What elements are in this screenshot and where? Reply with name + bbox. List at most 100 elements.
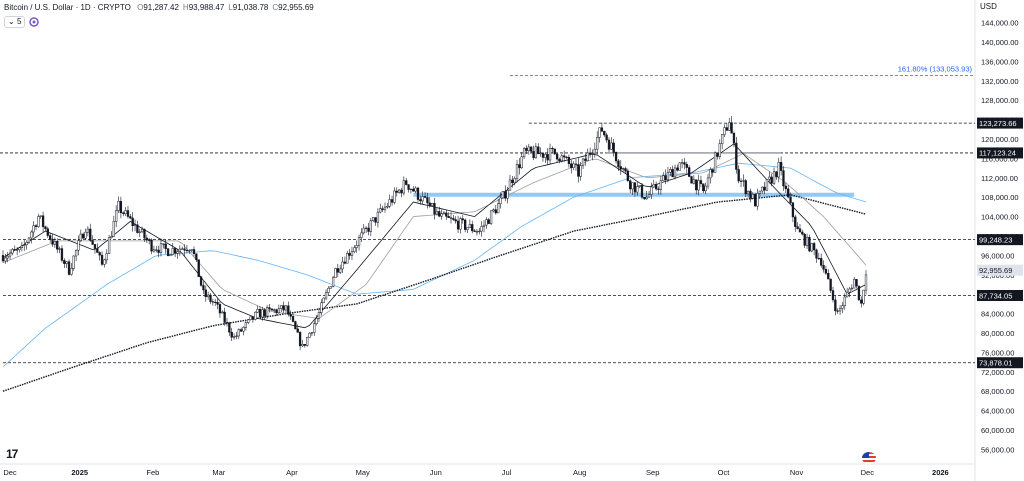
candle-body bbox=[511, 179, 514, 184]
candle-body bbox=[449, 217, 453, 219]
candle-body bbox=[143, 229, 146, 239]
price-level-tag bbox=[977, 117, 1023, 129]
candle-body bbox=[730, 122, 733, 134]
candle-body bbox=[341, 261, 344, 270]
candle-body bbox=[676, 167, 679, 171]
candle-body bbox=[355, 245, 358, 249]
candle-body bbox=[659, 180, 663, 190]
candle-body bbox=[539, 152, 542, 155]
candle-body bbox=[41, 215, 45, 227]
x-tick-label: Sep bbox=[646, 468, 659, 477]
symbol-header: Bitcoin / U.S. Dollar · 1D · CRYPTO O91,… bbox=[4, 3, 314, 12]
candle-body bbox=[225, 322, 229, 324]
candle-body bbox=[339, 268, 342, 273]
candle-body bbox=[520, 156, 523, 169]
candle-body bbox=[240, 329, 243, 332]
candle-body bbox=[435, 211, 439, 215]
candle-body bbox=[103, 259, 106, 265]
candle-body bbox=[124, 210, 127, 214]
candle-body bbox=[25, 242, 28, 246]
candle-body bbox=[145, 237, 148, 241]
candle-body bbox=[709, 169, 712, 179]
candle-body bbox=[652, 184, 655, 188]
candle-body bbox=[680, 162, 684, 164]
candle-body bbox=[93, 244, 97, 249]
candle-body bbox=[711, 169, 714, 173]
candle-body bbox=[282, 305, 285, 311]
candle-body bbox=[221, 311, 224, 314]
indicator-toggle[interactable]: ⌄ 5 bbox=[4, 16, 40, 28]
candle-body bbox=[864, 274, 868, 291]
candle-body bbox=[176, 251, 179, 254]
candle-body bbox=[77, 240, 80, 251]
candle-body bbox=[798, 228, 802, 233]
candle-body bbox=[402, 180, 405, 194]
candle-body bbox=[209, 294, 212, 302]
candle-body bbox=[397, 189, 401, 193]
candle-body bbox=[737, 169, 740, 182]
candle-body bbox=[37, 216, 40, 227]
us-flag-icon[interactable] bbox=[862, 452, 876, 464]
candle-body bbox=[530, 146, 533, 152]
candle-body bbox=[228, 322, 231, 333]
candle-body bbox=[155, 249, 158, 251]
candle-body bbox=[56, 240, 59, 250]
x-tick-label: 2025 bbox=[71, 468, 88, 477]
candle-body bbox=[105, 253, 108, 261]
support-band[interactable] bbox=[413, 192, 855, 197]
candle-body bbox=[497, 203, 500, 214]
candle-body bbox=[445, 212, 448, 217]
candle-body bbox=[140, 229, 144, 233]
candle-body bbox=[777, 162, 780, 178]
candle-body bbox=[501, 191, 505, 199]
candle-body bbox=[115, 210, 118, 222]
candle-body bbox=[553, 148, 556, 155]
candle-body bbox=[53, 240, 57, 245]
candle-body bbox=[506, 190, 509, 199]
candle-body bbox=[296, 328, 299, 333]
candle-body bbox=[468, 224, 472, 228]
candle-body bbox=[775, 171, 778, 178]
candle-body bbox=[489, 210, 493, 224]
candle-body bbox=[853, 279, 856, 289]
candle-body bbox=[112, 221, 115, 237]
candle-body bbox=[322, 297, 325, 304]
candle-body bbox=[270, 308, 273, 311]
candle-body bbox=[678, 162, 681, 171]
candle-body bbox=[763, 186, 766, 191]
candle-body bbox=[765, 179, 769, 191]
candle-body bbox=[353, 247, 356, 252]
currency-selector[interactable]: USD bbox=[980, 2, 997, 11]
candle-body bbox=[746, 190, 750, 195]
x-tick-label: Jul bbox=[502, 468, 512, 477]
candle-body bbox=[706, 177, 710, 187]
candle-body bbox=[390, 199, 394, 203]
indicator-collapse-button[interactable]: ⌄ 5 bbox=[4, 16, 26, 28]
candle-body bbox=[718, 143, 721, 157]
candle-body bbox=[603, 130, 606, 136]
price-level-tag-text: 117,123.24 bbox=[979, 149, 1016, 158]
candle-body bbox=[138, 231, 141, 233]
candle-body bbox=[348, 252, 351, 256]
indicator-settings-icon[interactable] bbox=[29, 17, 40, 27]
candle-body bbox=[251, 316, 255, 320]
candle-body bbox=[306, 337, 309, 346]
candle-body bbox=[548, 147, 552, 161]
candle-body bbox=[770, 176, 773, 184]
candle-body bbox=[268, 307, 271, 310]
candle-body bbox=[192, 249, 196, 255]
candle-body bbox=[275, 309, 278, 314]
candle-body bbox=[565, 156, 568, 158]
indicator-count: 5 bbox=[16, 17, 22, 26]
candle-body bbox=[324, 292, 328, 299]
y-tick-label: 108,000.00 bbox=[981, 193, 1019, 202]
x-tick-label: Dec bbox=[861, 468, 875, 477]
candle-body bbox=[456, 220, 460, 230]
symbol-title[interactable]: Bitcoin / U.S. Dollar · 1D · CRYPTO bbox=[4, 3, 131, 12]
candle-body bbox=[232, 336, 236, 338]
candle-body bbox=[596, 137, 599, 150]
candle-body bbox=[801, 231, 804, 235]
candle-body bbox=[181, 248, 184, 250]
